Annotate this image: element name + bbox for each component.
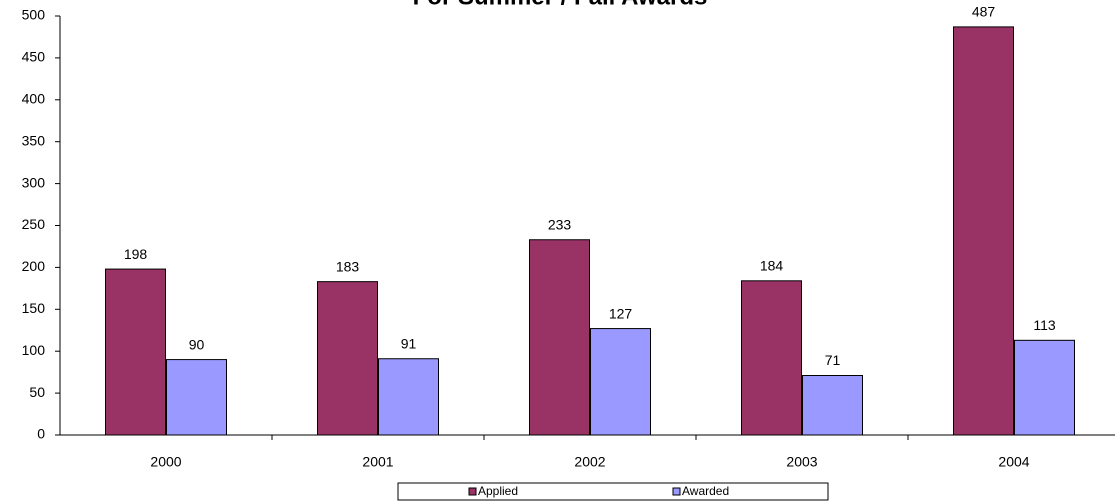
bar	[105, 268, 166, 436]
bar	[529, 239, 590, 436]
value-label: 198	[124, 246, 148, 262]
value-label: 487	[972, 4, 996, 20]
value-label: 91	[401, 335, 417, 351]
chart-title: For Summer / Fall Awards	[413, 0, 708, 10]
x-tick-label: 2002	[574, 454, 605, 470]
legend-swatch	[672, 487, 681, 496]
bar	[953, 26, 1014, 436]
value-label: 113	[1033, 317, 1056, 333]
legend-label: Awarded	[682, 484, 729, 498]
y-tick-label: 250	[22, 216, 46, 232]
y-tick-label: 300	[22, 174, 46, 190]
bar	[166, 359, 227, 436]
x-tick-label: 2001	[362, 454, 393, 470]
bar	[1014, 339, 1075, 436]
x-tick-label: 2000	[150, 454, 181, 470]
y-tick-label: 400	[22, 91, 46, 107]
y-tick-label: 500	[22, 7, 46, 23]
bar	[317, 281, 378, 436]
y-tick-label: 200	[22, 258, 46, 274]
value-label: 184	[760, 258, 784, 274]
value-label: 233	[548, 216, 572, 232]
legend-swatch	[468, 487, 477, 496]
bar	[378, 358, 439, 436]
y-tick-label: 50	[29, 384, 45, 400]
x-tick-label: 2003	[786, 454, 817, 470]
y-tick-label: 350	[22, 132, 46, 148]
value-label: 183	[336, 258, 360, 274]
bar	[590, 328, 651, 436]
value-label: 127	[609, 305, 633, 321]
bar	[741, 280, 802, 436]
legend-box	[397, 482, 829, 501]
y-tick-label: 450	[22, 49, 46, 65]
value-label: 71	[825, 352, 841, 368]
bar	[802, 375, 863, 436]
x-tick-label: 2004	[998, 454, 1029, 470]
legend-label: Applied	[478, 484, 518, 498]
y-tick-label: 0	[37, 426, 45, 442]
y-tick-label: 150	[22, 300, 46, 316]
value-label: 90	[189, 336, 205, 352]
y-tick-label: 100	[22, 342, 46, 358]
